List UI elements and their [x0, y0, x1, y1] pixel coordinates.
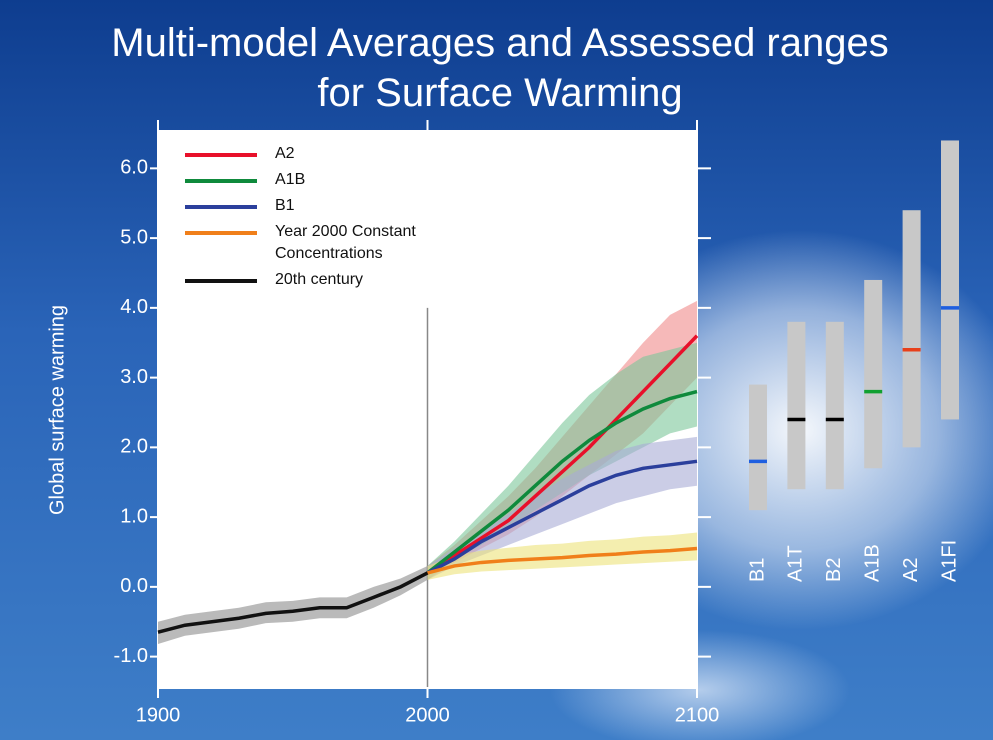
legend-entry: A2	[185, 143, 465, 165]
legend-swatch	[185, 179, 257, 183]
series-line	[426, 334, 699, 575]
range-bar	[902, 210, 921, 448]
legend-entry: A1B	[185, 169, 465, 191]
legend-swatch	[185, 231, 257, 235]
x-tick-label: 2000	[405, 704, 450, 726]
series-line	[426, 389, 698, 575]
legend-swatch	[185, 205, 257, 209]
range-bar	[941, 140, 959, 420]
legend: A2 A1B B1 Year 2000 Constant Concentrations…	[185, 143, 465, 295]
series-line	[157, 571, 429, 634]
range-label: A2	[900, 558, 922, 582]
y-axis-label: Global surface warming	[46, 305, 68, 515]
range-label: B2	[823, 558, 845, 582]
legend-entry: Year 2000 Constant Concentrations	[185, 221, 465, 265]
legend-label: A2	[275, 145, 295, 162]
legend-label: Year 2000 Constant Concentrations	[275, 223, 416, 262]
uncertainty-band	[158, 565, 428, 645]
y-tick-label: 4.0	[120, 296, 148, 318]
range-bar	[864, 279, 883, 469]
y-tick-label: -1.0	[114, 645, 148, 667]
range-bar	[787, 321, 806, 490]
y-tick-label: 2.0	[120, 436, 148, 458]
y-tick-label: 5.0	[120, 226, 148, 248]
series-line	[426, 459, 698, 575]
range-label: A1B	[861, 544, 883, 582]
legend-label: A1B	[275, 171, 306, 188]
legend-entry: 20th century	[185, 269, 465, 291]
range-bar	[749, 384, 767, 511]
chart-title: Multi-model Averages and Assessed ranges…	[111, 21, 889, 115]
y-tick-label: 3.0	[120, 366, 148, 388]
y-tick-label: 6.0	[120, 157, 148, 179]
range-label: A1FI	[938, 540, 960, 582]
series-line	[427, 546, 698, 575]
legend-label: B1	[275, 197, 295, 214]
legend-entry: B1	[185, 195, 465, 217]
x-tick-label: 1900	[136, 704, 181, 726]
legend-label: 20th century	[275, 271, 364, 288]
range-label: A1T	[785, 545, 807, 582]
range-bar	[825, 321, 844, 490]
x-tick-label: 2100	[675, 704, 720, 726]
legend-swatch	[185, 153, 257, 157]
legend-swatch	[185, 279, 257, 283]
y-tick-label: 0.0	[120, 575, 148, 597]
y-tick-label: 1.0	[120, 505, 148, 527]
range-label: B1	[746, 558, 768, 582]
